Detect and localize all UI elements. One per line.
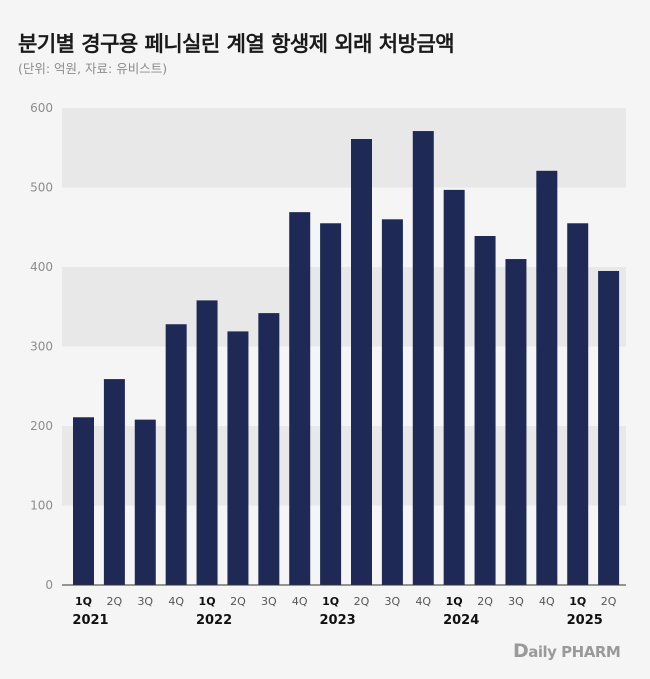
bar — [289, 212, 311, 585]
year-label: 2025 — [567, 613, 603, 628]
x-tick-label: 3Q — [261, 595, 277, 608]
bar — [196, 300, 218, 585]
y-tick-label: 500 — [30, 181, 53, 195]
y-tick-label: 300 — [30, 340, 53, 354]
bar — [412, 131, 434, 585]
x-tick-label: 2Q — [477, 595, 493, 608]
x-tick-label: 4Q — [539, 595, 555, 608]
x-tick-label: 3Q — [137, 595, 153, 608]
bar — [474, 235, 496, 585]
x-tick-label: 2Q — [354, 595, 370, 608]
chart-title: 분기별 경구용 페니실린 계열 항생제 외래 처방금액 — [18, 32, 455, 56]
x-tick-label: 2Q — [601, 595, 617, 608]
bar — [258, 313, 280, 585]
bar — [381, 219, 403, 586]
bar — [351, 139, 372, 585]
dailypharm-logo: Daily PHARM — [513, 640, 621, 662]
x-tick-label: 1Q — [569, 595, 586, 608]
bar — [165, 324, 187, 585]
bar — [536, 170, 558, 585]
x-tick-label: 2Q — [230, 595, 246, 608]
bar — [567, 223, 589, 585]
x-tick-label: 1Q — [75, 595, 92, 608]
year-label: 2023 — [320, 613, 356, 628]
year-label: 2021 — [72, 613, 108, 628]
x-tick-label: 4Q — [415, 595, 431, 608]
x-tick-label: 1Q — [322, 595, 339, 608]
bar — [103, 379, 125, 585]
x-tick-label: 3Q — [385, 595, 401, 608]
x-tick-label: 2Q — [107, 595, 123, 608]
x-tick-label: 1Q — [199, 595, 216, 608]
y-tick-label: 200 — [30, 419, 53, 433]
year-label: 2024 — [443, 613, 479, 628]
bar — [505, 259, 527, 585]
x-tick-label: 4Q — [168, 595, 184, 608]
y-tick-label: 600 — [30, 101, 53, 115]
bar — [134, 419, 156, 585]
y-tick-label: 0 — [45, 578, 53, 592]
y-tick-label: 100 — [30, 499, 53, 513]
bar — [73, 417, 94, 585]
x-tick-label: 3Q — [508, 595, 524, 608]
y-tick-label: 400 — [30, 260, 53, 274]
grid-band — [62, 426, 626, 506]
bar — [443, 189, 465, 585]
year-label: 2022 — [196, 613, 232, 628]
chart-subtitle: (단위: 억원, 자료: 유비스트) — [18, 61, 168, 76]
bar — [320, 223, 342, 585]
bar — [227, 331, 249, 585]
bar — [598, 270, 620, 585]
x-tick-label: 1Q — [446, 595, 463, 608]
grid-band — [62, 108, 626, 188]
x-tick-label: 4Q — [292, 595, 308, 608]
grid-band — [62, 267, 626, 347]
